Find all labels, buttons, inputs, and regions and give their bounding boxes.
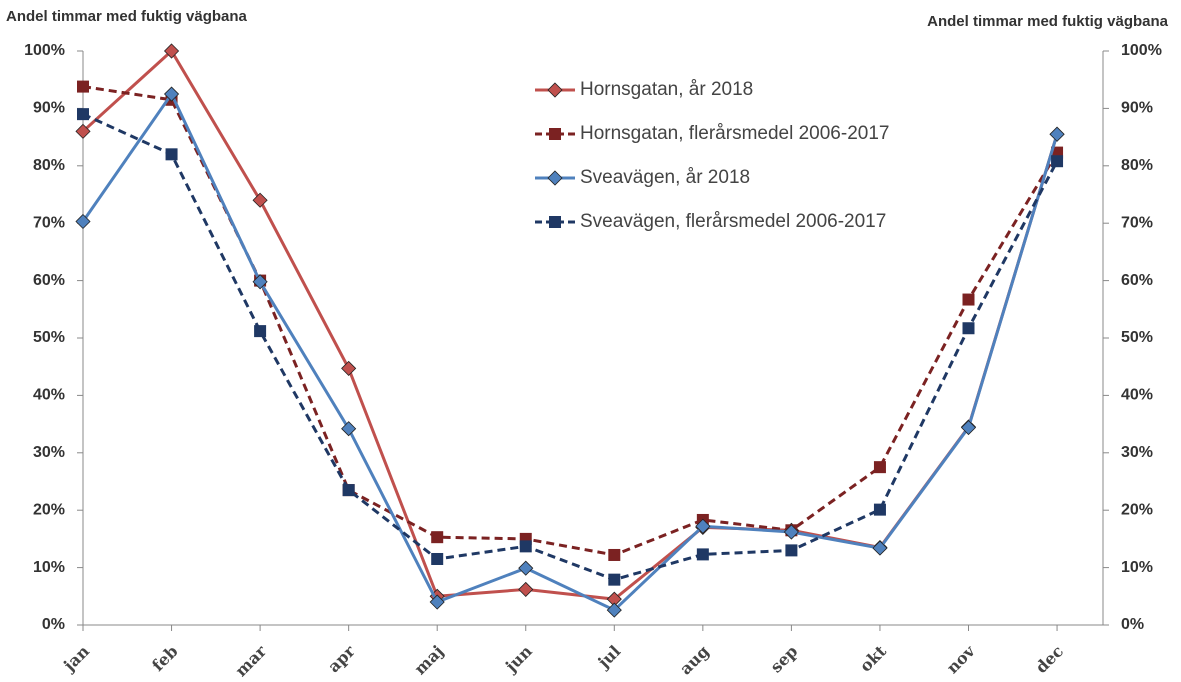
y2-tick-label: 50% <box>1121 329 1153 346</box>
marker <box>341 421 357 437</box>
marker <box>549 128 561 140</box>
y2-tick-label: 60% <box>1121 272 1153 289</box>
marker <box>431 531 444 544</box>
x-tick-label: feb <box>148 642 181 675</box>
marker <box>962 322 975 335</box>
marker <box>77 80 89 93</box>
marker <box>518 560 534 576</box>
marker <box>1049 126 1065 142</box>
y-axis-title: Andel timmar med fuktig vägbana <box>6 8 248 25</box>
x-tick-label: okt <box>856 641 890 675</box>
x-tick-label: nov <box>943 641 979 677</box>
x-tick-label: mar <box>231 641 270 680</box>
y-tick-label: 10% <box>33 559 65 576</box>
series-line <box>82 112 1059 582</box>
marker <box>962 293 975 306</box>
y-tick-label: 0% <box>42 616 65 633</box>
marker <box>783 524 799 540</box>
x-tick-label: apr <box>324 641 359 676</box>
y-tick-label: 70% <box>33 214 65 231</box>
y2-tick-label: 40% <box>1121 387 1153 404</box>
marker <box>695 518 711 534</box>
marker <box>873 503 886 516</box>
marker <box>519 540 532 553</box>
x-tick-label: dec <box>1032 641 1068 677</box>
y2-tick-label: 0% <box>1121 616 1144 633</box>
y-tick-label: 90% <box>33 100 65 117</box>
marker <box>252 192 268 208</box>
y-tick-label: 100% <box>24 42 65 59</box>
y2-tick-label: 100% <box>1121 42 1162 59</box>
y-tick-label: 20% <box>33 501 65 518</box>
marker <box>1051 155 1064 168</box>
marker <box>341 360 357 376</box>
marker <box>75 123 91 139</box>
y2-tick-label: 20% <box>1121 501 1153 518</box>
marker <box>696 548 709 561</box>
marker <box>873 461 886 474</box>
marker <box>608 573 621 586</box>
marker <box>342 484 355 497</box>
marker <box>77 108 89 121</box>
series-line <box>82 85 1059 557</box>
marker <box>75 213 91 230</box>
marker <box>606 602 622 618</box>
x-tick-label: jul <box>593 642 624 673</box>
x-tick-label: sep <box>766 642 801 677</box>
legend-label: Sveavägen, år 2018 <box>580 167 750 188</box>
x-tick-label: aug <box>676 642 713 679</box>
marker <box>163 43 180 59</box>
marker <box>165 148 178 161</box>
series-line <box>81 91 1059 612</box>
x-tick-label: maj <box>410 642 447 679</box>
y2-tick-label: 70% <box>1121 214 1153 231</box>
y2-tick-label: 10% <box>1121 559 1153 576</box>
y-tick-label: 40% <box>33 387 65 404</box>
y-tick-label: 50% <box>33 329 65 346</box>
y-tick-label: 30% <box>33 444 65 461</box>
y-tick-label: 80% <box>33 157 65 174</box>
marker <box>872 540 888 556</box>
legend-label: Hornsgatan, år 2018 <box>580 79 753 100</box>
y2-tick-label: 90% <box>1121 100 1153 117</box>
marker <box>547 170 563 186</box>
marker <box>785 544 798 557</box>
marker <box>163 86 180 102</box>
legend-label: Hornsgatan, flerårsmedel 2006-2017 <box>580 123 889 144</box>
y-tick-label: 60% <box>33 272 65 289</box>
y2-tick-label: 80% <box>1121 157 1153 174</box>
x-tick-label: jun <box>500 641 536 677</box>
marker <box>429 594 445 610</box>
marker <box>960 419 977 436</box>
x-tick-label: jan <box>59 641 94 676</box>
marker <box>431 552 444 565</box>
marker <box>549 216 561 228</box>
marker <box>608 548 621 561</box>
legend-label: Sveavägen, flerårsmedel 2006-2017 <box>580 211 886 232</box>
marker <box>252 274 268 290</box>
y2-tick-label: 30% <box>1121 444 1153 461</box>
marker <box>518 581 534 597</box>
marker <box>254 325 267 338</box>
marker <box>547 82 563 98</box>
y2-axis-title: Andel timmar med fuktig vägbana <box>927 13 1169 30</box>
